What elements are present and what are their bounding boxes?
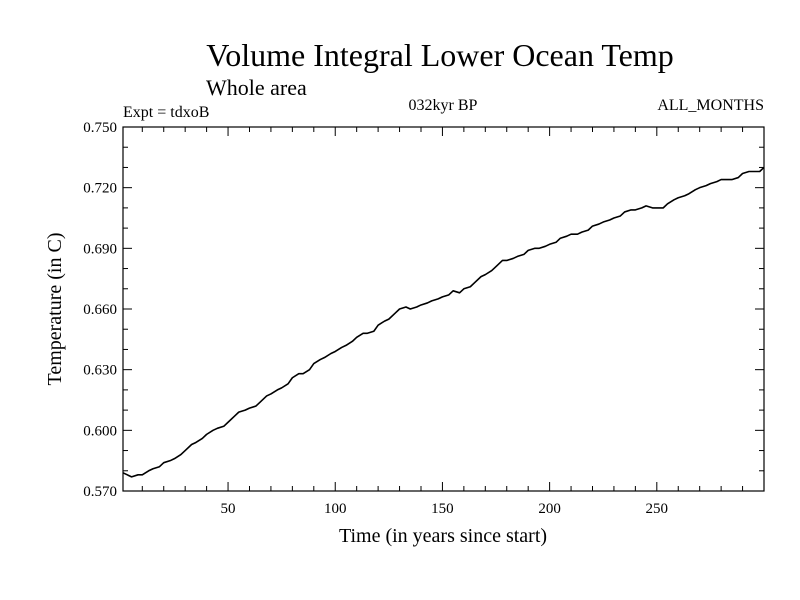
chart-title: Volume Integral Lower Ocean Temp <box>206 37 674 73</box>
y-tick-label: 0.690 <box>83 241 117 257</box>
x-axis-label: Time (in years since start) <box>339 525 547 547</box>
y-tick-label: 0.750 <box>83 120 117 136</box>
y-tick-label: 0.600 <box>83 423 117 439</box>
x-axis-ticks <box>141 127 744 491</box>
y-axis-label: Temperature (in C) <box>44 233 66 386</box>
x-tick-label: 100 <box>324 501 347 517</box>
months-label: ALL_MONTHS <box>657 97 764 114</box>
x-tick-label: 200 <box>538 501 561 517</box>
y-tick-label: 0.660 <box>83 302 117 318</box>
x-tick-label: 250 <box>646 501 669 517</box>
chart-subtitle: Whole area <box>206 75 307 100</box>
y-tick-label: 0.570 <box>83 484 117 500</box>
x-tick-label: 50 <box>221 501 236 517</box>
x-tick-label: 150 <box>431 501 454 517</box>
y-axis-ticks <box>123 126 764 492</box>
plot-frame <box>122 126 765 492</box>
y-tick-label: 0.720 <box>83 181 117 197</box>
y-axis-tick-labels: 0.570 0.600 0.630 0.660 0.690 0.720 0.750 <box>83 120 117 500</box>
temperature-series-line <box>122 166 765 478</box>
period-label: 032kyr BP <box>409 97 478 114</box>
x-axis-tick-labels: 50 100 150 200 250 <box>221 501 669 517</box>
y-tick-label: 0.630 <box>83 363 117 379</box>
experiment-label: Expt = tdxoB <box>123 104 209 121</box>
